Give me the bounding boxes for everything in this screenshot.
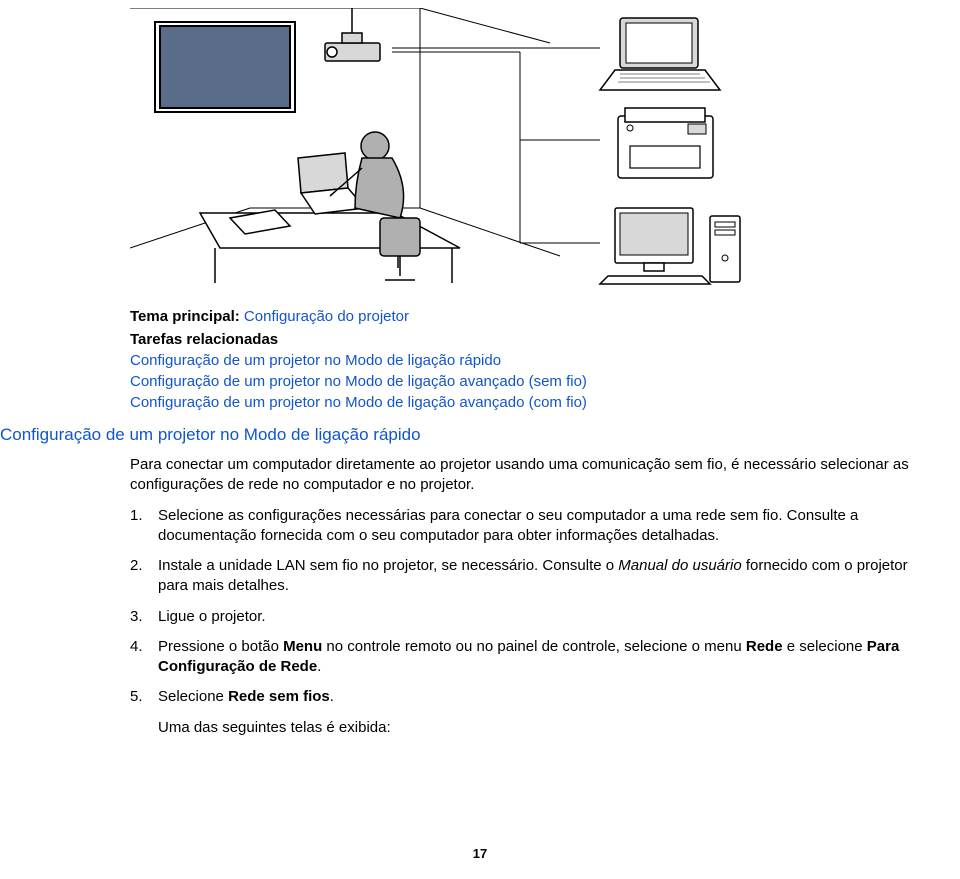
related-link-1[interactable]: Configuração de um projetor no Modo de l… — [130, 352, 912, 369]
page-content: Tema principal: Configuração do projetor… — [0, 308, 960, 748]
tema-label: Tema principal: — [130, 308, 244, 325]
step-1: 1. Selecione as configurações necessária… — [130, 506, 912, 547]
step-text: Ligue o projetor. — [158, 607, 912, 627]
step-number: 4. — [130, 637, 158, 678]
projection-screen-icon — [155, 22, 295, 112]
tarefas-label: Tarefas relacionadas — [130, 331, 912, 348]
step-number: 1. — [130, 506, 158, 547]
page-number: 17 — [0, 846, 960, 861]
related-link-2[interactable]: Configuração de um projetor no Modo de l… — [130, 373, 912, 390]
intro-paragraph: Para conectar um computador diretamente … — [130, 455, 912, 496]
step-text: Pressione o botão Menu no controle remot… — [158, 637, 912, 678]
tema-principal: Tema principal: Configuração do projetor — [130, 308, 912, 325]
network-illustration — [130, 8, 810, 288]
step-text: Selecione as configurações necessárias p… — [158, 506, 912, 547]
step-4: 4. Pressione o botão Menu no controle re… — [130, 637, 912, 678]
printer-icon — [618, 108, 713, 178]
laptop-icon — [600, 18, 720, 90]
closing-paragraph: Uma das seguintes telas é exibida: — [158, 718, 912, 738]
projector-icon — [325, 8, 380, 61]
step-text: Instale a unidade LAN sem fio no projeto… — [158, 556, 912, 597]
desktop-icon — [600, 208, 740, 284]
step-number: 3. — [130, 607, 158, 627]
step-number: 2. — [130, 556, 158, 597]
step-2: 2. Instale a unidade LAN sem fio no proj… — [130, 556, 912, 597]
related-link-3[interactable]: Configuração de um projetor no Modo de l… — [130, 394, 912, 411]
steps-list: 1. Selecione as configurações necessária… — [130, 506, 912, 708]
step-3: 3. Ligue o projetor. — [130, 607, 912, 627]
step-text: Selecione Rede sem fios. — [158, 687, 912, 707]
step-5: 5. Selecione Rede sem fios. — [130, 687, 912, 707]
tema-link[interactable]: Configuração do projetor — [244, 308, 409, 325]
section-title: Configuração de um projetor no Modo de l… — [0, 425, 912, 445]
step-number: 5. — [130, 687, 158, 707]
